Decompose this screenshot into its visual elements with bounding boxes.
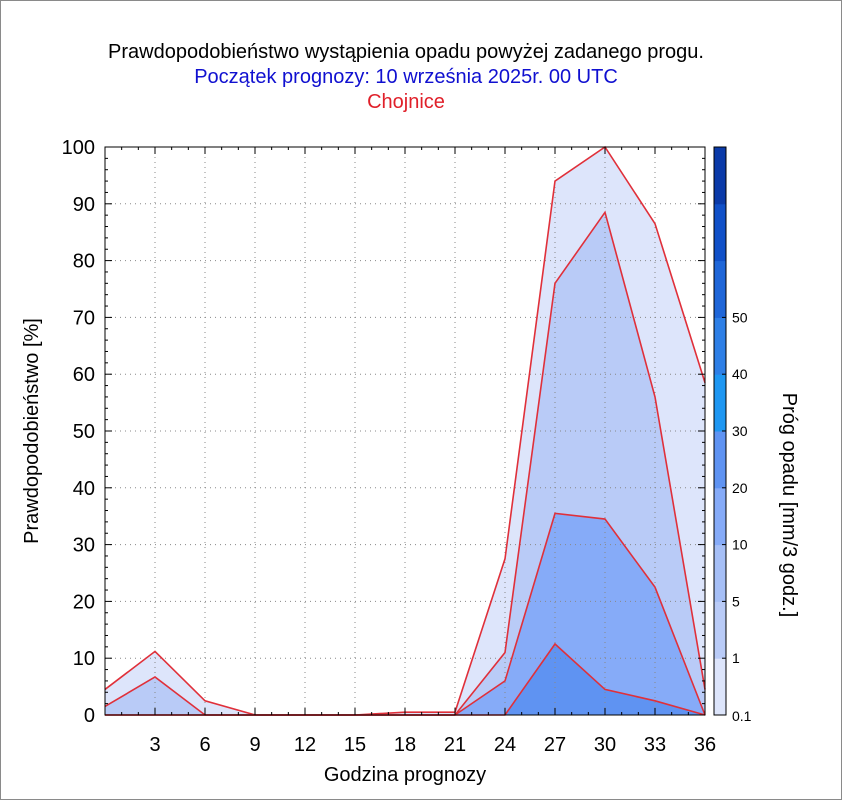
x-axis-label: Godzina prognozy [324,764,486,786]
y-tick-label: 90 [73,194,95,216]
chart-grid [105,147,705,715]
chart-subtitle: Początek prognozy: 10 września 2025r. 00… [194,66,618,88]
colorbar-tick-label: 20 [732,480,748,496]
colorbar-tick-label: 40 [732,366,748,382]
y-tick-label: 40 [73,478,95,500]
y-tick-label: 100 [62,137,95,159]
colorbar-segment [714,317,726,375]
colorbar-segment [714,431,726,489]
colorbar-segment [714,374,726,432]
x-tick-label: 36 [694,734,716,756]
colorbar-segment [714,203,726,262]
x-tick-label: 9 [249,734,260,756]
colorbar: 0.1 1 5 10 20 30 40 50 [713,146,752,724]
x-tick-label: 18 [394,734,416,756]
colorbar-segment [714,658,726,716]
colorbar-segment [714,601,726,659]
y-tick-label: 80 [73,251,95,273]
chart-title: Prawdopodobieństwo wystąpienia opadu pow… [108,41,704,63]
colorbar-label: Próg opadu [mm/3 godz.] [778,393,800,618]
y-tick-label: 0 [84,705,95,727]
x-tick-label: 33 [644,734,666,756]
colorbar-tick-label: 50 [732,309,748,325]
y-tick-label: 20 [73,591,95,613]
y-tick-label: 30 [73,535,95,557]
x-tick-label: 21 [444,734,466,756]
colorbar-tick-label: 30 [732,423,748,439]
x-tick-label: 3 [149,734,160,756]
x-tick-label: 12 [294,734,316,756]
chart-location: Chojnice [367,91,445,113]
chart-titles: Prawdopodobieństwo wystąpienia opadu pow… [0,40,812,115]
colorbar-segment [714,487,726,546]
y-axis-label: Prawdopodobieństwo [%] [21,318,43,544]
colorbar-segment [714,147,726,205]
colorbar-segment [714,260,726,318]
colorbar-segment [714,544,726,602]
colorbar-tick-label: 5 [732,593,740,609]
y-tick-label: 50 [73,421,95,443]
colorbar-tick-label: 1 [732,650,740,666]
y-tick-label: 60 [73,364,95,386]
x-tick-label: 24 [494,734,516,756]
colorbar-tick-label: 10 [732,537,748,553]
y-tick-label: 70 [73,307,95,329]
x-tick-label: 27 [544,734,566,756]
x-tick-label: 30 [594,734,616,756]
colorbar-tick-label: 0.1 [732,708,752,724]
y-tick-label: 10 [73,648,95,670]
area-series-2 [105,513,705,715]
x-tick-label: 6 [199,734,210,756]
x-tick-label: 15 [344,734,366,756]
